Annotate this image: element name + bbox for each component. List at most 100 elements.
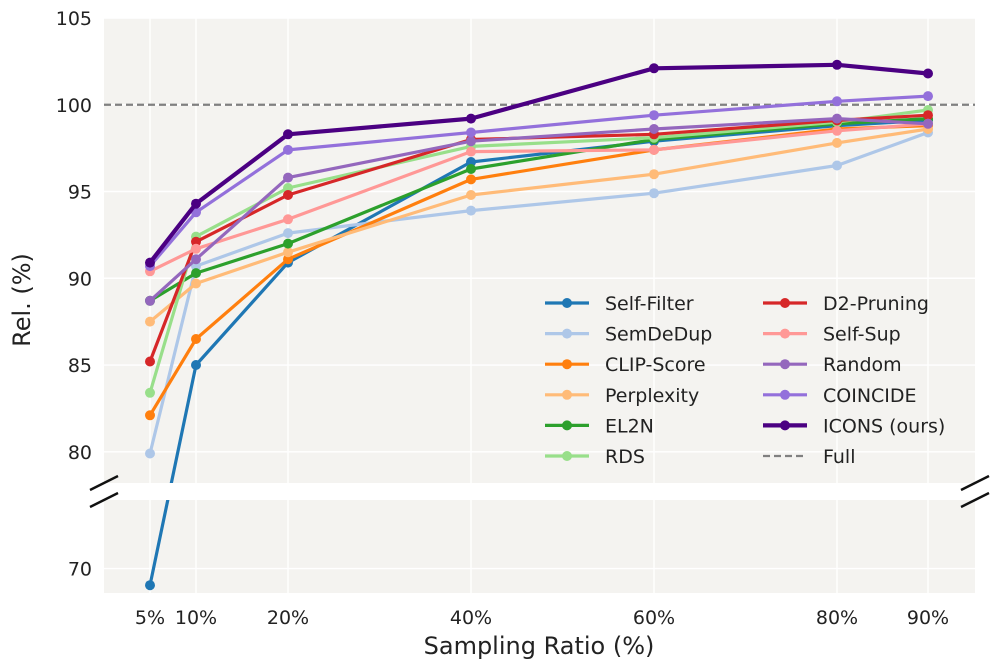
lower-plot-background [104, 500, 975, 593]
legend-entry: D2-Pruning [763, 293, 929, 315]
data-point-random [283, 172, 293, 183]
data-point-random [466, 136, 476, 147]
data-point-self-sup [466, 146, 476, 157]
legend: Self-Filter SemDeDup CLIP-Score Perplexity E… [545, 293, 945, 468]
data-point-self-sup [283, 214, 293, 225]
legend-entry: SemDeDup [545, 324, 712, 346]
data-point-icons-ours [832, 59, 842, 70]
data-point-semdedup [283, 228, 293, 239]
data-point-d2-pruning [191, 236, 201, 247]
data-point-perplexity [466, 190, 476, 200]
legend-entry: Perplexity [545, 385, 699, 407]
y-tick-label: 100 [56, 95, 92, 117]
data-point-rds [145, 387, 155, 398]
legend-label: Perplexity [605, 385, 699, 407]
x-tick-label: 10% [175, 607, 217, 629]
data-point-self-filter [191, 360, 201, 370]
data-point-random [923, 118, 933, 129]
data-point-perplexity [649, 169, 659, 180]
legend-entry: Self-Sup [763, 324, 901, 346]
y-tick-label: 85 [68, 355, 92, 377]
legend-label: D2-Pruning [823, 293, 929, 315]
legend-entry: Full [763, 446, 856, 468]
x-tick-label: 40% [450, 607, 492, 629]
data-point-d2-pruning [283, 190, 293, 200]
y-axis-title: Rel. (%) [8, 253, 36, 347]
data-point-icons-ours [283, 129, 293, 140]
data-point-coincide [466, 127, 476, 138]
data-point-coincide [649, 110, 659, 121]
data-point-el2n [466, 164, 476, 174]
data-point-coincide [923, 91, 933, 102]
legend-entry: CLIP-Score [545, 354, 706, 376]
data-point-semdedup [649, 188, 659, 199]
legend-entry: EL2N [545, 415, 654, 437]
y-tick-label: 80 [68, 442, 92, 464]
series-random [145, 113, 933, 306]
data-point-perplexity [191, 278, 201, 289]
legend-swatch-marker [562, 420, 572, 431]
axis-break-marker [89, 474, 119, 492]
axes: 80 85 90 95 100 105 70 5% 10% 20% 40% 60% 80% 90% [56, 8, 990, 629]
x-tick-label: 80% [816, 607, 858, 629]
data-point-semdedup [832, 160, 842, 171]
series-layer [145, 59, 933, 591]
data-point-clip-score [145, 410, 155, 421]
legend-swatch-marker [562, 328, 572, 339]
series-semdedup [145, 127, 933, 459]
legend-swatch-marker [562, 451, 572, 461]
legend-swatch-marker [562, 359, 572, 370]
data-point-el2n [283, 238, 293, 249]
data-point-icons-ours [145, 257, 155, 268]
data-point-coincide [832, 96, 842, 107]
legend-entry: COINCIDE [763, 385, 917, 407]
legend-label: Full [823, 446, 856, 468]
legend-swatch-marker [780, 420, 790, 431]
x-tick-label: 60% [633, 607, 675, 629]
y-tick-label: 105 [56, 8, 92, 30]
legend-label: CLIP-Score [605, 354, 706, 376]
data-point-self-sup [649, 144, 659, 155]
data-point-semdedup [466, 205, 476, 216]
x-axis-title: Sampling Ratio (%) [424, 632, 655, 660]
legend-label: EL2N [605, 415, 654, 437]
legend-entry: RDS [545, 446, 645, 468]
data-point-clip-score [283, 254, 293, 265]
legend-label: Self-Sup [823, 324, 901, 346]
y-tick-label: 70 [68, 559, 92, 581]
data-point-d2-pruning [145, 356, 155, 367]
legend-label: ICONS (ours) [823, 415, 945, 437]
legend-entry: ICONS (ours) [763, 415, 945, 437]
data-point-self-filter [466, 157, 476, 167]
x-tick-label: 20% [267, 607, 309, 629]
data-point-self-sup [191, 243, 201, 254]
data-point-random [649, 124, 659, 134]
series-icons-ours [145, 59, 933, 268]
x-tick-label: 90% [907, 607, 949, 629]
data-point-d2-pruning [923, 110, 933, 121]
series-coincide [145, 91, 933, 272]
data-point-semdedup [145, 448, 155, 459]
legend-swatch-marker [780, 359, 790, 370]
legend-swatch-marker [562, 298, 572, 308]
legend-label: Random [823, 354, 902, 376]
legend-entry: Self-Filter [545, 293, 694, 315]
data-point-icons-ours [923, 68, 933, 79]
data-point-el2n [191, 268, 201, 279]
axis-break-marker [89, 491, 119, 509]
data-point-coincide [283, 144, 293, 155]
legend-label: Self-Filter [605, 293, 694, 315]
data-point-icons-ours [466, 113, 476, 124]
data-point-clip-score [191, 334, 201, 344]
data-point-icons-ours [649, 63, 659, 74]
legend-swatch-marker [780, 328, 790, 339]
legend-swatch-marker [780, 389, 790, 400]
axis-break-marker [960, 474, 990, 492]
y-tick-label: 95 [68, 182, 92, 204]
data-point-perplexity [283, 247, 293, 258]
data-point-self-sup [832, 125, 842, 136]
y-tick-label: 90 [68, 268, 92, 290]
data-point-perplexity [832, 137, 842, 148]
data-point-random [832, 113, 842, 124]
